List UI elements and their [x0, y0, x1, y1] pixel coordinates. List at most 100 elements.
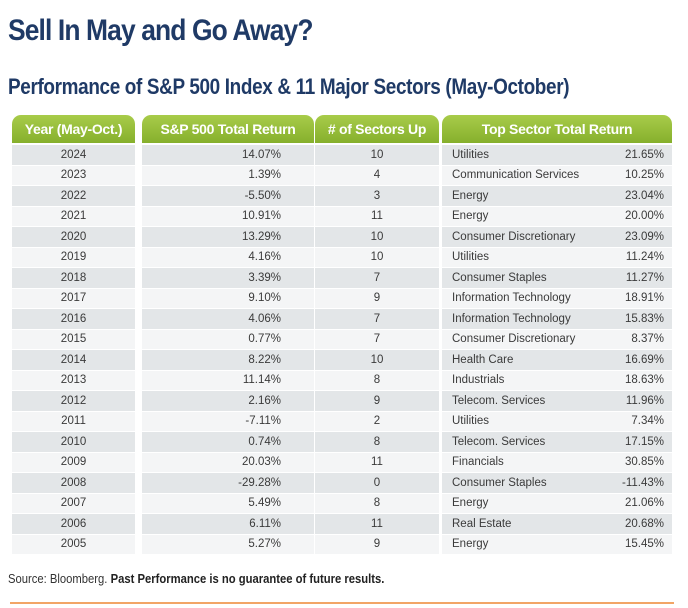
top-sector-cell: Consumer Staples 11.27% — [442, 268, 672, 288]
top-sector-return: 20.68% — [624, 517, 664, 530]
sectors-up-cell: 8 — [315, 370, 439, 390]
sectors-up-cell: 8 — [315, 493, 439, 513]
sp500-return-cell: 0.77% — [142, 329, 314, 349]
top-sector-name: Information Technology — [452, 312, 571, 325]
page-title: Sell In May and Go Away? — [8, 14, 313, 47]
top-sector-name: Consumer Discretionary — [452, 230, 576, 243]
top-sector-return: 18.63% — [624, 374, 664, 387]
top-sector-return: 21.65% — [624, 148, 664, 161]
table-row: 2023 1.39% 4 Communication Services 10.25% — [12, 165, 672, 185]
top-sector-name: Real Estate — [452, 517, 512, 530]
sp500-return-cell: 3.39% — [142, 268, 314, 288]
top-sector-return: 11.96% — [625, 394, 664, 407]
top-sector-cell: Information Technology 15.83% — [442, 309, 672, 329]
sectors-up-cell: 7 — [315, 309, 439, 329]
top-sector-return: 20.00% — [624, 210, 664, 223]
year-cell: 2008 — [12, 473, 135, 493]
top-sector-cell: Telecom. Services 17.15% — [442, 432, 672, 452]
year-cell: 2013 — [12, 370, 135, 390]
top-sector-name: Communication Services — [452, 169, 580, 182]
sectors-up-cell: 11 — [315, 452, 439, 472]
sectors-up-cell: 9 — [315, 534, 439, 554]
table-row: 2016 4.06% 7 Information Technology 15.83% — [12, 308, 672, 329]
top-sector-return: 18.91% — [624, 292, 664, 305]
table-row: 2015 0.77% 7 Consumer Discretionary 8.37% — [12, 329, 672, 349]
table-row: 2005 5.27% 9 Energy 15.45% — [12, 534, 672, 554]
sp500-return-cell: -5.50% — [142, 186, 314, 206]
sectors-up-cell: 0 — [315, 473, 439, 493]
top-sector-name: Industrials — [452, 374, 505, 387]
disclaimer: Past Performance is no guarantee of futu… — [110, 572, 385, 586]
year-cell: 2024 — [12, 145, 135, 165]
table-row: 2020 13.29% 10 Consumer Discretionary 23.09% — [12, 226, 672, 247]
year-cell: 2010 — [12, 432, 135, 452]
table-row: 2019 4.16% 10 Utilities 11.24% — [12, 247, 672, 267]
sp500-return-cell: 8.22% — [142, 350, 314, 370]
top-sector-cell: Industrials 18.63% — [442, 370, 672, 390]
table-body: 2024 14.07% 10 Utilities 21.65% 2023 1.39% 4 Com… — [12, 144, 672, 554]
top-sector-return: 23.04% — [624, 189, 664, 202]
sp500-return-cell: 1.39% — [142, 165, 314, 185]
header-sectors-up: # of Sectors Up — [315, 115, 439, 143]
top-sector-return: 10.25% — [624, 169, 664, 182]
top-sector-cell: Telecom. Services 11.96% — [442, 391, 672, 411]
sp500-return-cell: 0.74% — [142, 432, 314, 452]
top-sector-cell: Utilities 21.65% — [442, 145, 672, 165]
year-cell: 2012 — [12, 391, 135, 411]
sp500-return-cell: 4.06% — [142, 309, 314, 329]
top-sector-cell: Energy 15.45% — [442, 534, 672, 554]
table-row: 2007 5.49% 8 Energy 21.06% — [12, 493, 672, 513]
top-sector-cell: Real Estate 20.68% — [442, 514, 672, 534]
table-row: 2013 11.14% 8 Industrials 18.63% — [12, 370, 672, 390]
year-cell: 2014 — [12, 350, 135, 370]
top-sector-return: 23.09% — [624, 230, 664, 243]
sectors-up-cell: 3 — [315, 186, 439, 206]
top-sector-name: Consumer Discretionary — [452, 333, 576, 346]
sectors-up-cell: 11 — [315, 206, 439, 226]
year-cell: 2011 — [12, 411, 135, 431]
source-note: Source: Bloomberg. Past Performance is n… — [8, 572, 384, 586]
top-sector-name: Telecom. Services — [452, 394, 546, 407]
top-sector-cell: Financials 30.85% — [442, 452, 672, 472]
top-sector-name: Utilities — [452, 251, 490, 264]
year-cell: 2018 — [12, 268, 135, 288]
table-row: 2010 0.74% 8 Telecom. Services 17.15% — [12, 431, 672, 452]
sectors-up-cell: 9 — [315, 288, 439, 308]
sp500-return-cell: 4.16% — [142, 247, 314, 267]
top-sector-name: Telecom. Services — [452, 435, 546, 448]
table-row: 2008 -29.28% 0 Consumer Staples -11.43% — [12, 472, 672, 493]
top-sector-return: 8.37% — [631, 333, 664, 346]
top-sector-cell: Utilities 11.24% — [442, 247, 672, 267]
sp500-return-cell: 6.11% — [142, 514, 314, 534]
top-sector-cell: Communication Services 10.25% — [442, 165, 672, 185]
top-sector-name: Financials — [452, 456, 504, 469]
sectors-up-cell: 10 — [315, 145, 439, 165]
year-cell: 2016 — [12, 309, 135, 329]
top-sector-cell: Information Technology 18.91% — [442, 288, 672, 308]
year-cell: 2006 — [12, 514, 135, 534]
year-cell: 2023 — [12, 165, 135, 185]
top-sector-return: -11.43% — [622, 476, 664, 489]
top-sector-return: 21.06% — [624, 497, 664, 510]
top-sector-name: Utilities — [452, 148, 490, 161]
year-cell: 2021 — [12, 206, 135, 226]
top-sector-return: 30.85% — [624, 456, 664, 469]
sectors-up-cell: 7 — [315, 268, 439, 288]
top-sector-name: Energy — [452, 497, 489, 510]
sp500-return-cell: 11.14% — [142, 370, 314, 390]
performance-table: Year (May-Oct.) S&P 500 Total Return # o… — [12, 115, 672, 554]
sectors-up-cell: 10 — [315, 247, 439, 267]
sectors-up-cell: 4 — [315, 165, 439, 185]
top-sector-return: 16.69% — [624, 353, 664, 366]
top-sector-name: Health Care — [452, 353, 514, 366]
year-cell: 2022 — [12, 186, 135, 206]
year-cell: 2015 — [12, 329, 135, 349]
sp500-return-cell: 13.29% — [142, 227, 314, 247]
top-sector-return: 7.34% — [631, 415, 664, 428]
top-sector-return: 11.27% — [625, 271, 664, 284]
sectors-up-cell: 10 — [315, 227, 439, 247]
year-cell: 2007 — [12, 493, 135, 513]
sp500-return-cell: 14.07% — [142, 145, 314, 165]
top-sector-name: Energy — [452, 210, 489, 223]
top-sector-name: Consumer Staples — [452, 271, 547, 284]
